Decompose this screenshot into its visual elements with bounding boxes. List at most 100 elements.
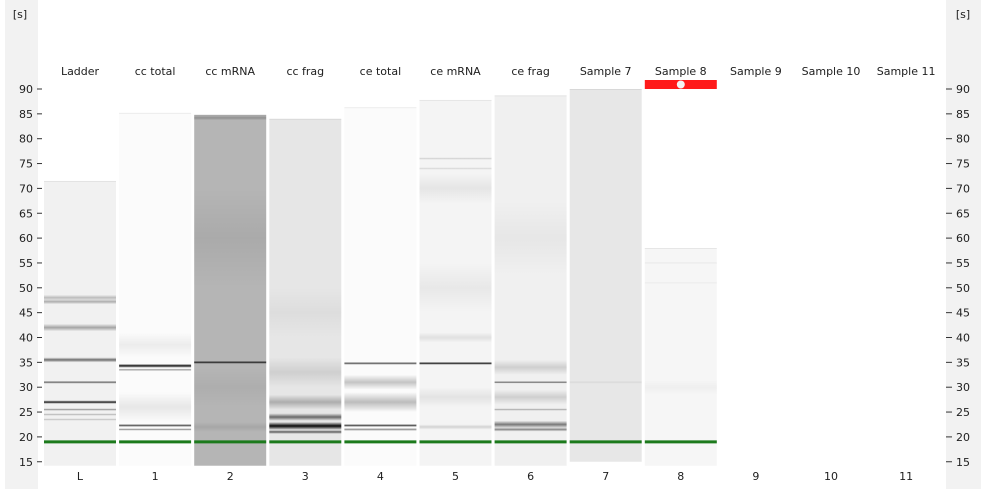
axis-tick-label: 50 — [956, 282, 970, 295]
lane-band — [644, 261, 717, 265]
lane-number: 10 — [824, 470, 838, 483]
axis-tick-label: 45 — [19, 307, 33, 320]
axis-tick-label: 85 — [19, 108, 33, 121]
lane-band — [119, 423, 192, 427]
lane-name: Sample 8 — [655, 65, 707, 78]
lower-marker-band — [419, 440, 492, 444]
lane-top-edge — [44, 180, 116, 182]
left-axis-panel — [5, 0, 38, 489]
axis-tick-label: 15 — [956, 456, 970, 469]
lane-name: Sample 10 — [802, 65, 861, 78]
selection-handle-icon[interactable] — [676, 80, 685, 89]
lane-band — [44, 323, 116, 332]
lane-band — [344, 423, 417, 427]
lane-band — [44, 357, 116, 363]
axis-tick-label: 80 — [19, 133, 33, 146]
lane-2[interactable]: cc mRNA 2 — [194, 65, 267, 483]
lane-top-edge — [119, 112, 192, 114]
axis-tick-label: 50 — [19, 282, 33, 295]
axis-tick-label: 30 — [956, 381, 970, 394]
axis-tick-label: 35 — [19, 356, 33, 369]
axis-tick-label: 60 — [19, 232, 33, 245]
lower-marker-band — [269, 440, 342, 444]
axis-tick-label: 70 — [19, 182, 33, 195]
lane-ladder[interactable]: Ladder L — [44, 65, 116, 483]
lane-band — [494, 427, 567, 432]
lower-marker-band — [194, 440, 267, 444]
lane-number: 7 — [602, 470, 609, 483]
lane-body — [644, 248, 717, 466]
lane-band — [119, 332, 192, 358]
lower-marker-band — [644, 440, 717, 444]
lane-name: ce total — [360, 65, 401, 78]
lane-band — [644, 281, 717, 285]
lower-marker-band — [569, 440, 642, 444]
lane-band — [344, 374, 417, 390]
lane-number: L — [77, 470, 84, 483]
lane-band — [569, 380, 642, 384]
lane-number: 3 — [302, 470, 309, 483]
right-axis-ticks: 90 85 80 75 70 65 60 55 50 45 40 35 30 25 20 15 — [946, 83, 970, 469]
lane-band — [194, 367, 267, 408]
lane-top-edge — [569, 89, 642, 90]
lane-band — [644, 379, 717, 395]
lane-number: 6 — [527, 470, 534, 483]
axis-tick-label: 55 — [956, 257, 970, 270]
lane-1[interactable]: cc total 1 — [119, 65, 192, 483]
lane-top-edge — [494, 95, 567, 97]
axis-tick-label: 90 — [956, 83, 970, 96]
lane-band — [494, 381, 567, 384]
lane-name: cc total — [135, 65, 176, 78]
lane-band — [119, 368, 192, 372]
lane-band — [419, 173, 492, 204]
lane-number: 11 — [899, 470, 913, 483]
lower-marker-band — [494, 440, 567, 444]
lane-band — [194, 188, 267, 288]
axis-tick-label: 65 — [19, 207, 33, 220]
lane-number: 5 — [452, 470, 459, 483]
axis-tick-label: 35 — [956, 356, 970, 369]
lane-band — [269, 421, 342, 430]
lane-body — [194, 114, 267, 466]
axis-tick-label: 55 — [19, 257, 33, 270]
axis-tick-label: 25 — [19, 406, 33, 419]
lane-10[interactable]: Sample 10 10 — [802, 65, 861, 483]
lane-top-edge — [419, 99, 492, 101]
axis-tick-label: 75 — [19, 158, 33, 171]
lane-band — [44, 413, 116, 416]
lane-name: cc mRNA — [205, 65, 255, 78]
lane-band — [269, 394, 342, 410]
lane-top-edge — [344, 107, 417, 109]
lane-9[interactable]: Sample 9 9 — [730, 65, 782, 483]
lane-body — [569, 89, 642, 462]
axis-tick-label: 20 — [19, 431, 33, 444]
lane-band — [269, 357, 342, 388]
lane-number: 1 — [152, 470, 159, 483]
lane-number: 9 — [752, 470, 759, 483]
lane-11[interactable]: Sample 11 11 — [877, 65, 936, 483]
lane-band — [419, 332, 492, 343]
lane-band — [119, 392, 192, 422]
lane-5[interactable]: ce mRNA 5 — [419, 65, 492, 483]
lane-band — [419, 262, 492, 313]
lane-4[interactable]: ce total 4 — [344, 65, 417, 483]
lane-top-edge — [269, 118, 342, 120]
left-axis-ticks: 90 85 80 75 70 65 60 55 50 45 40 35 30 25 20 15 — [19, 83, 42, 469]
lane-6[interactable]: ce frag 6 — [494, 65, 567, 483]
lane-name: cc frag — [286, 65, 324, 78]
lane-band — [494, 420, 567, 429]
lane-7[interactable]: Sample 7 7 — [569, 65, 642, 483]
lane-band — [119, 428, 192, 431]
lane-band — [44, 408, 116, 411]
axis-tick-label: 75 — [956, 158, 970, 171]
right-axis-panel — [946, 0, 981, 489]
axis-tick-label: 70 — [956, 182, 970, 195]
lane-3[interactable]: cc frag 3 — [269, 65, 342, 483]
lane-band — [419, 361, 492, 365]
lane-band — [269, 429, 342, 434]
lanes[interactable]: Ladder L cc total 1 cc mRNA 2 cc frag 3 ce total… — [44, 65, 935, 483]
axis-tick-label: 65 — [956, 207, 970, 220]
lane-8[interactable]: Sample 8 8 — [644, 65, 717, 483]
lane-band — [194, 115, 267, 121]
right-axis-unit: [s] — [956, 8, 970, 21]
